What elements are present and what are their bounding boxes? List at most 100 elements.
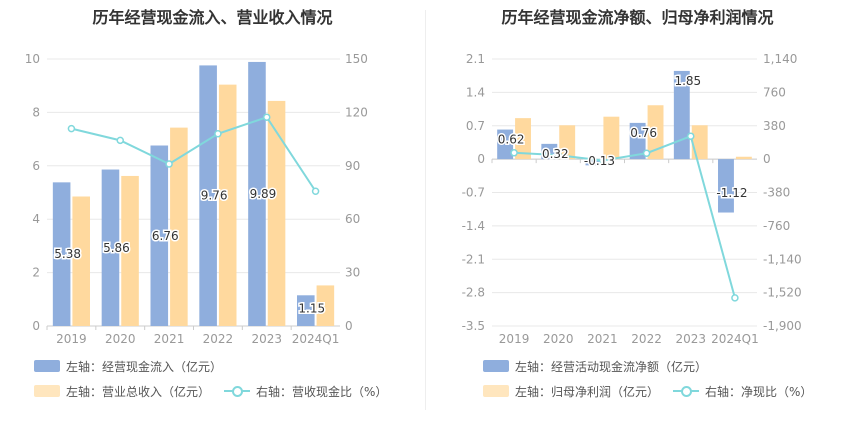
- left-axis-tick-label: 2.1: [466, 52, 485, 66]
- left-axis-tick-label: -2.8: [462, 286, 485, 300]
- chart-canvas: -3.5 -1,900 -2.8 -1,520 -2.1 -1,140 -1.4 -760 -0…: [462, 52, 802, 346]
- legend-row-1: 左轴：经营活动现金流净额（亿元）: [483, 358, 721, 374]
- right-axis-tick-label: 380: [763, 119, 786, 133]
- bar-series-1: [629, 122, 646, 160]
- legend-swatch: [483, 385, 509, 397]
- chart-title: 历年经营现金流入、营业收入情况: [92, 8, 333, 27]
- bar-data-label: 5.38: [54, 247, 81, 261]
- legend-row-2: 左轴：归母净利润（亿元） 右轴：净现比（%）: [483, 383, 826, 399]
- bar-series-2: [316, 285, 335, 326]
- bar-series-1: [199, 65, 217, 327]
- bar-data-label: 9.89: [250, 187, 277, 201]
- right-axis-tick-label: -760: [763, 219, 790, 233]
- line-point: [510, 149, 518, 157]
- x-axis-tick-label: 2020: [543, 332, 574, 346]
- bar-data-label: 6.76: [152, 229, 179, 243]
- legend-label: 左轴：营业总收入（亿元）: [66, 384, 211, 399]
- bar-series-2: [559, 125, 576, 160]
- line-point: [311, 187, 320, 196]
- right-axis-tick-label: 150: [345, 52, 368, 66]
- left-axis-tick-label: 0: [477, 152, 485, 166]
- legend-label: 右轴：营收现金比（%）: [256, 384, 388, 399]
- legend-label: 左轴：经营现金流入（亿元）: [66, 359, 223, 374]
- right-axis-tick-label: 120: [345, 105, 368, 119]
- line-point: [598, 156, 607, 165]
- bar-data-label: 1.15: [298, 301, 325, 315]
- x-axis-tick-label: 2021: [154, 332, 185, 346]
- legend-item-net-operating-cash[interactable]: 左轴：经营活动现金流净额（亿元）: [483, 358, 707, 375]
- line-point: [642, 149, 651, 157]
- legend-swatch: [34, 360, 60, 372]
- bar-series-2: [647, 105, 664, 160]
- right-axis-tick-label: 0: [763, 152, 771, 166]
- bar-series-1: [497, 129, 514, 160]
- x-axis-tick-label: 2021: [587, 332, 618, 346]
- line-point: [687, 132, 695, 140]
- right-axis-tick-label: 60: [345, 212, 360, 226]
- right-axis-tick-label: 30: [345, 266, 360, 280]
- x-axis-tick-label: 2022: [631, 332, 662, 346]
- right-axis-tick-label: -1,520: [763, 286, 802, 300]
- bar-data-label: -1.12: [716, 186, 747, 200]
- bar-data-label: 9.76: [201, 189, 228, 203]
- legend-item-net-profit[interactable]: 左轴：归母净利润（亿元）: [483, 383, 659, 400]
- right-axis-tick-label: -1,900: [763, 319, 802, 333]
- bar-data-label: 5.86: [103, 241, 130, 255]
- line-point: [731, 294, 739, 302]
- legend-line-swatch: [224, 385, 251, 397]
- chart-panel-net-cash: 历年经营现金流净额、归母净利润情况 -3.5 -1,900 -2.8 -1,520 -2…: [425, 0, 850, 437]
- bar-data-label: 0.76: [630, 126, 657, 140]
- left-axis-tick-label: -0.7: [462, 186, 485, 200]
- bar-series-1: [718, 159, 734, 213]
- legend-item-cash-inflow[interactable]: 左轴：经营现金流入（亿元）: [34, 358, 222, 375]
- legend-row-2: 左轴：营业总收入（亿元） 右轴：营收现金比（%）: [34, 383, 401, 399]
- line-point: [67, 124, 76, 133]
- legend-swatch: [483, 360, 509, 372]
- right-axis-tick-label: 0: [345, 319, 353, 333]
- bar-series-2: [267, 100, 286, 326]
- left-axis-tick-label: -1.4: [462, 219, 485, 233]
- bar-series-2: [121, 175, 139, 326]
- chart-panel-cash-inflow: 历年经营现金流入、营业收入情况 0 0 2 30 4 60 6 90 8 120 10 150 2019…: [25, 8, 401, 399]
- x-axis-tick-label: 2024Q1: [711, 332, 759, 346]
- left-axis-tick-label: 8: [32, 105, 40, 119]
- legend-item-revenue-cash-ratio[interactable]: 右轴：营收现金比（%）: [224, 383, 387, 400]
- legend-row-1: 左轴：经营现金流入（亿元）: [34, 358, 236, 374]
- bar-series-1: [52, 182, 71, 326]
- chart-title: 历年经营现金流净额、归母净利润情况: [501, 8, 774, 27]
- left-axis-tick-label: 4: [32, 212, 40, 226]
- left-axis-tick-label: 2: [32, 266, 40, 280]
- line-point: [165, 160, 173, 168]
- bar-series-1: [297, 295, 315, 326]
- legend-item-revenue[interactable]: 左轴：营业总收入（亿元）: [34, 383, 210, 400]
- left-axis-tick-label: 1.4: [466, 85, 485, 99]
- left-axis-tick-label: -2.1: [462, 252, 485, 266]
- x-axis-tick-label: 2019: [499, 332, 530, 346]
- left-axis-tick-label: -3.5: [462, 319, 485, 333]
- bar-series-2: [170, 127, 188, 326]
- line-point: [263, 113, 271, 121]
- bar-data-label: -0.13: [584, 154, 615, 168]
- line-series: [71, 116, 317, 192]
- legend-label: 左轴：归母净利润（亿元）: [515, 384, 660, 399]
- right-axis-tick-label: -1,140: [763, 252, 802, 266]
- panel-divider: [425, 10, 426, 410]
- legend-item-net-cash-ratio[interactable]: 右轴：净现比（%）: [673, 383, 812, 400]
- bar-data-label: 1.85: [674, 74, 701, 88]
- line-point: [214, 130, 222, 138]
- bar-series-1: [101, 169, 120, 326]
- right-axis-tick-label: 760: [763, 85, 786, 99]
- x-axis-tick-label: 2023: [251, 332, 282, 346]
- bar-series-1: [248, 61, 266, 326]
- chart-canvas: 0 0 2 30 4 60 6 90 8 120 10 150 2019 2020 2021 2022 2023…: [25, 52, 368, 346]
- bar-series-2: [72, 196, 90, 326]
- bar-series-1: [150, 145, 169, 326]
- x-axis-tick-label: 2020: [105, 332, 136, 346]
- bar-series-2: [218, 84, 237, 326]
- legend-swatch: [34, 385, 60, 397]
- bar-series-1: [585, 159, 602, 166]
- bar-series-2: [735, 156, 752, 160]
- legend-label: 左轴：经营活动现金流净额（亿元）: [515, 359, 708, 374]
- left-axis-tick-label: 0: [32, 319, 40, 333]
- right-axis-tick-label: 1,140: [763, 52, 797, 66]
